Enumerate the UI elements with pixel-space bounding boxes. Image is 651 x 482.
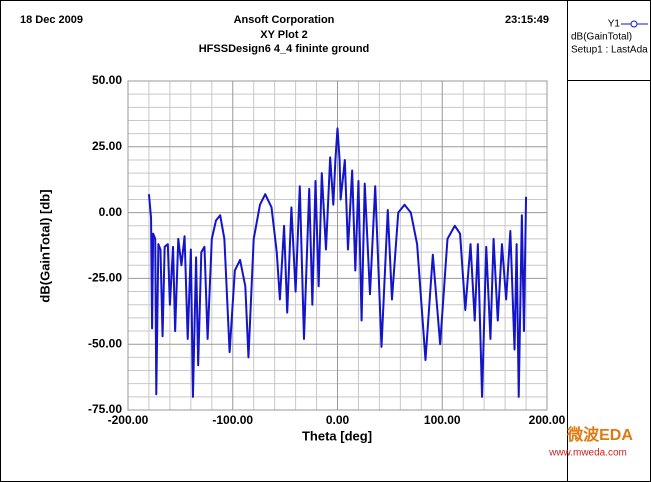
x-tick-label: 0.00 [326,413,350,427]
x-axis-label: Theta [deg] [302,428,372,443]
x-tick-label: -200.00 [108,413,149,427]
x-tick-label: 200.00 [529,413,566,427]
time: 23:15:49 [505,14,549,26]
chart-title: XY Plot 2 [260,29,307,41]
watermark-url: www.mweda.com [548,448,627,459]
chart-subtitle: HFSSDesign6 4_4 fininte ground [199,43,370,55]
y-tick-label: 25.00 [92,139,122,153]
legend-id: Y1 [608,19,621,30]
y-tick-label: -50.00 [88,336,122,350]
y-tick-label: -25.00 [88,271,122,285]
y-axis-label: dB(GainTotal) [db] [37,189,52,302]
data-line [147,127,528,398]
x-tick-label: -100.00 [212,413,253,427]
y-tick-label: -75.00 [88,402,122,416]
y-tick-label: 0.00 [99,205,123,219]
legend-entry: dB(GainTotal) [571,32,632,43]
company: Ansoft Corporation [234,14,335,26]
y-tick-label: 50.00 [92,73,122,87]
legend-marker [630,20,638,28]
x-tick-label: 100.00 [424,413,461,427]
legend-setup: Setup1 : LastAda [571,45,648,56]
date: 18 Dec 2009 [20,14,83,26]
watermark-logo: 微波EDA [566,425,633,444]
